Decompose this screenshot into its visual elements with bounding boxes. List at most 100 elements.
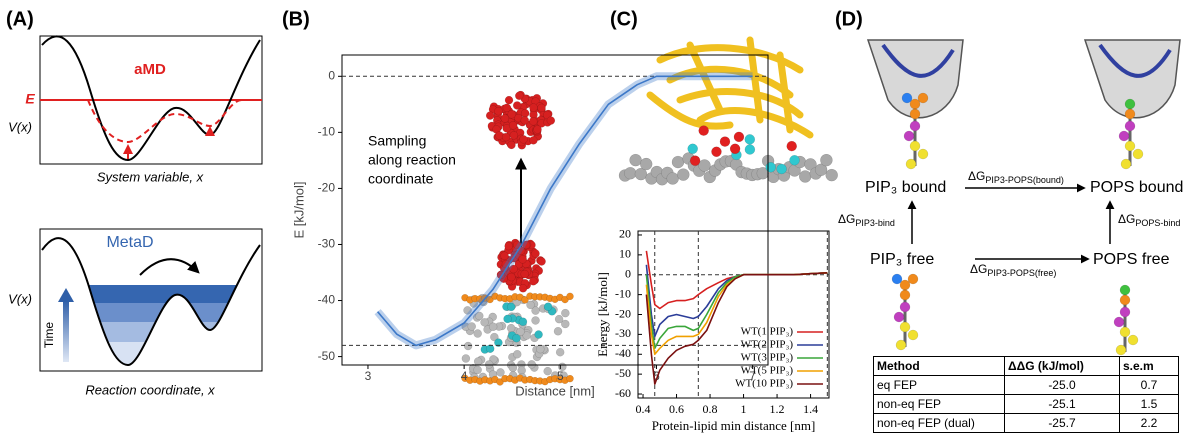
- energy-label: E: [25, 91, 35, 107]
- state-label: PIP₃ bound: [865, 179, 946, 196]
- x-tick-label: 0.4: [636, 402, 651, 416]
- protein-ribbon: [776, 51, 794, 134]
- time-arrow-head: [58, 288, 74, 302]
- x-axis-label: Protein-lipid min distance [nm]: [652, 418, 816, 433]
- state-label: PIP₃ free: [870, 251, 934, 268]
- schematic-frame: [39, 228, 263, 372]
- atom: [698, 125, 709, 136]
- atom: [1120, 158, 1132, 170]
- error-band: [374, 72, 753, 350]
- bias-layer: [42, 303, 260, 365]
- atom: [485, 344, 495, 353]
- atom: [503, 314, 512, 324]
- transition-arrow: [139, 258, 200, 276]
- atom: [504, 95, 514, 105]
- cell: non-eq FEP: [873, 394, 1005, 414]
- legend-label: WT(10 PIP₃): [735, 378, 793, 390]
- symbol: ΔG: [1118, 212, 1135, 226]
- atom: [629, 153, 642, 167]
- cell: 0.7: [1119, 375, 1179, 395]
- atom: [485, 111, 495, 120]
- y-axis-label: V(x): [8, 119, 32, 134]
- y-tick-label: -30: [318, 237, 336, 251]
- atom: [733, 131, 745, 143]
- atom: [494, 106, 503, 116]
- atom: [520, 269, 529, 279]
- atom: [504, 241, 513, 251]
- cell: eq FEP: [873, 375, 1005, 395]
- symbol: ΔG: [968, 169, 985, 183]
- atom: [496, 378, 504, 386]
- atom: [1124, 140, 1136, 152]
- atom: [537, 257, 546, 266]
- atom: [508, 121, 518, 130]
- atom: [536, 344, 545, 354]
- panel-label: (B): [282, 8, 310, 30]
- atom: [1127, 334, 1139, 346]
- x-axis-label: System variable, x: [97, 169, 204, 184]
- atom: [899, 289, 911, 301]
- atom: [729, 143, 741, 155]
- state-label: POPS free: [1093, 251, 1170, 268]
- x-axis-label: Reaction coordinate, x: [85, 382, 215, 397]
- atom: [528, 117, 538, 126]
- x-tick-label: 0.8: [703, 402, 718, 416]
- atom: [537, 103, 546, 113]
- atom: [509, 131, 519, 140]
- atom: [893, 311, 905, 323]
- atom: [529, 103, 538, 112]
- atom: [1113, 316, 1125, 328]
- atom: [502, 103, 512, 113]
- atom: [561, 308, 570, 318]
- atom: [519, 135, 528, 144]
- cell: non-eq FEP (dual): [873, 413, 1005, 433]
- atom: [634, 167, 648, 181]
- atom: [506, 302, 516, 312]
- symbol: ΔG: [838, 212, 855, 226]
- y-axis-label: V(x): [8, 291, 32, 306]
- atom: [531, 306, 540, 315]
- legend-label: WT(5 PIP₃): [741, 365, 794, 377]
- atom: [689, 155, 701, 166]
- atom: [529, 277, 538, 286]
- legend-label: WT(2 PIP₃): [741, 339, 794, 351]
- atom: [666, 172, 679, 185]
- x-tick-label: 1.4: [803, 402, 818, 416]
- atom: [891, 273, 903, 285]
- atom: [825, 168, 838, 182]
- schematic-title: aMD: [134, 61, 166, 78]
- cell: -25.0: [1004, 375, 1120, 395]
- atom: [488, 322, 498, 332]
- atom: [516, 327, 525, 336]
- atom: [533, 125, 542, 134]
- atom: [776, 163, 787, 175]
- atom: [566, 292, 574, 301]
- atom: [907, 273, 919, 285]
- atom: [624, 166, 637, 180]
- time-label: Time: [42, 322, 56, 349]
- atom: [907, 329, 919, 341]
- atom: [543, 366, 552, 376]
- atom: [480, 318, 489, 327]
- free-energy-label: ΔGPOPS-bind: [1118, 212, 1180, 228]
- atom: [744, 134, 756, 145]
- cell: 1.5: [1119, 394, 1179, 414]
- y-tick-label: -20: [318, 181, 336, 195]
- y-tick-label: -10: [318, 125, 336, 139]
- x-tick-label: 3: [365, 369, 372, 383]
- y-tick-label: -20: [615, 306, 631, 320]
- protein-ribbon: [696, 107, 814, 139]
- y-tick-label: -40: [318, 293, 336, 307]
- y-tick-label: -10: [615, 286, 631, 300]
- chart: 0.4 0.6 0.8 1 1.2 1.4 20 10 0 -10 -20 -30 -40 -50 -60 P…: [595, 227, 830, 433]
- y-tick-label: 10: [619, 247, 631, 261]
- atom: [515, 91, 524, 101]
- atom: [473, 329, 482, 338]
- header-cell: s.e.m: [1119, 356, 1179, 376]
- atom: [1124, 98, 1136, 110]
- atom: [903, 130, 915, 142]
- atom: [518, 317, 528, 326]
- atom: [719, 136, 731, 147]
- time-arrow: [63, 300, 69, 362]
